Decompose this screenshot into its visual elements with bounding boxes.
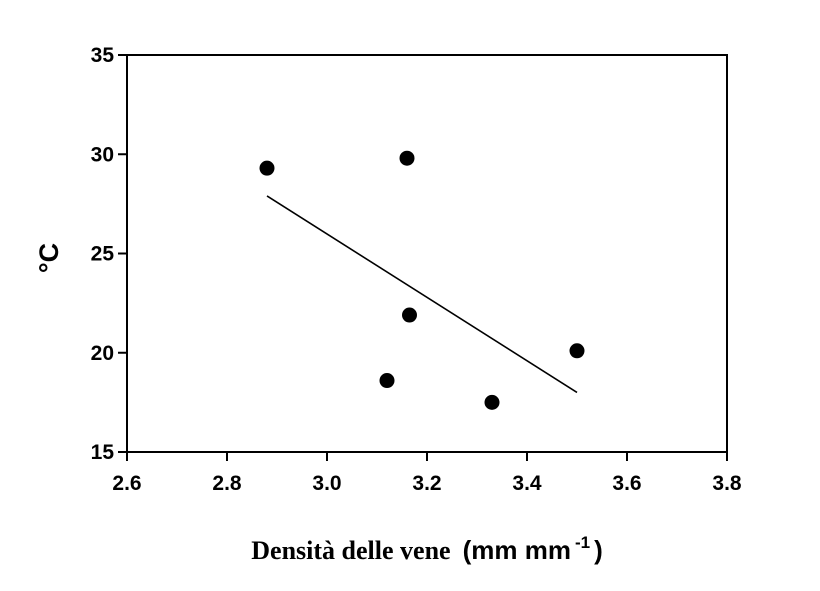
data-point (569, 343, 585, 359)
x-tick-label: 3.4 (512, 472, 542, 495)
y-tick-label: 35 (91, 44, 115, 67)
plot-frame (126, 54, 728, 453)
data-point (259, 160, 275, 176)
data-point (399, 150, 415, 166)
x-tick-label: 3.2 (412, 472, 441, 495)
x-tick-label: 3.6 (612, 472, 641, 495)
x-tick-label: 3.0 (312, 472, 341, 495)
x-axis-label-main: Densità delle vene (251, 536, 450, 565)
data-points (259, 150, 585, 410)
x-ticks: 2.6 2.8 3.0 3.2 3.4 3.6 3.8 (112, 452, 742, 495)
x-tick-label: 2.6 (112, 472, 141, 495)
y-tick-label: 25 (91, 243, 115, 266)
y-ticks: 15 20 25 30 35 (91, 44, 127, 464)
x-axis-label-unit: (mm mm (463, 535, 571, 565)
data-point (484, 394, 500, 410)
y-tick-label: 30 (91, 143, 114, 166)
x-tick-label: 3.8 (712, 472, 742, 495)
x-axis-label-unit-close: ) (594, 535, 603, 565)
data-point (379, 373, 395, 389)
trendline (266, 195, 578, 394)
data-point (402, 307, 417, 323)
x-tick-label: 2.8 (212, 472, 242, 495)
y-tick-label: 20 (91, 342, 114, 365)
y-axis-label: °C (34, 243, 64, 273)
x-axis-label: Densità delle vene (mm mm -1 ) (251, 533, 602, 565)
trendline-group (266, 195, 578, 394)
y-tick-label: 15 (91, 441, 115, 464)
x-axis-label-superscript: -1 (575, 533, 590, 552)
